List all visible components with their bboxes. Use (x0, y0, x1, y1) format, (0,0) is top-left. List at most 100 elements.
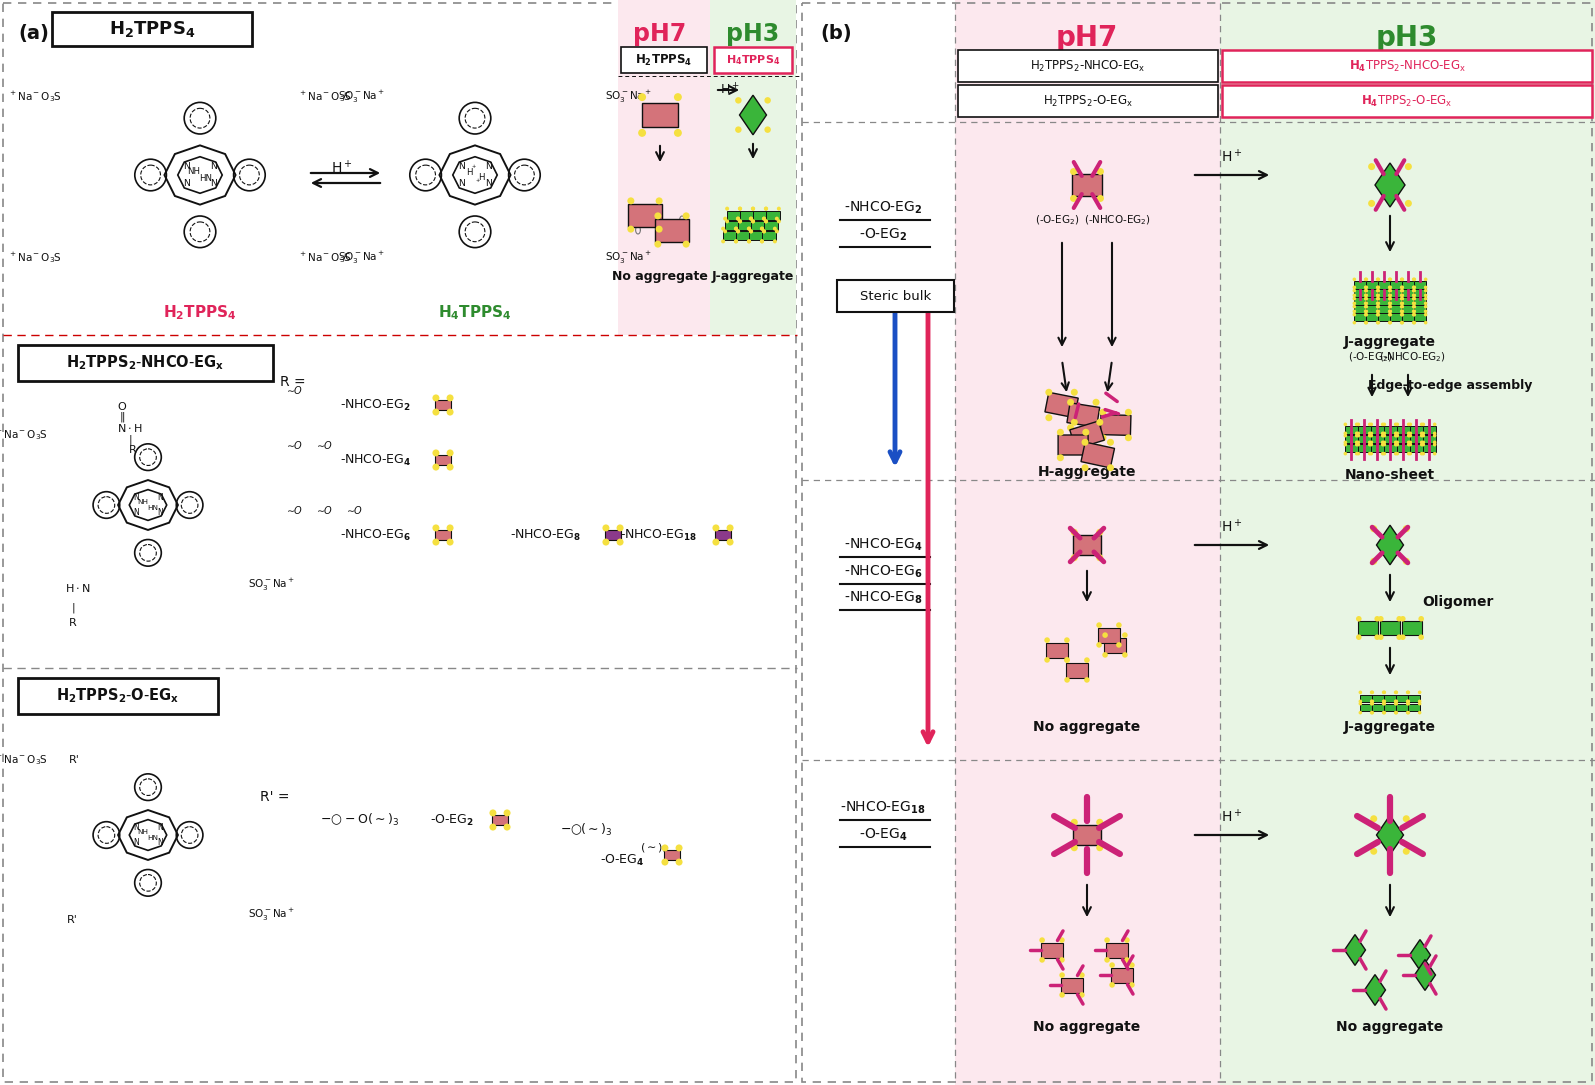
Circle shape (1356, 443, 1361, 446)
Circle shape (1370, 700, 1373, 703)
Text: $(\text{-O-EG}_2)$: $(\text{-O-EG}_2)$ (1035, 213, 1080, 227)
Text: $\sim\!\!O$: $\sim\!\!O$ (314, 439, 333, 451)
Circle shape (1383, 700, 1386, 703)
Text: N: N (134, 508, 139, 516)
Bar (1365, 305, 1378, 312)
Circle shape (432, 524, 440, 532)
Circle shape (1396, 432, 1399, 435)
Text: H$^+$: H$^+$ (332, 159, 352, 177)
Text: N: N (211, 162, 217, 170)
Circle shape (1378, 616, 1383, 622)
Circle shape (1354, 422, 1359, 426)
Bar (1415, 281, 1426, 289)
Circle shape (1370, 815, 1376, 822)
Circle shape (1413, 321, 1416, 324)
Circle shape (1407, 422, 1410, 426)
Circle shape (1365, 309, 1369, 314)
Text: H: H (477, 174, 485, 182)
Text: SO$_3^-$Na$^+$: SO$_3^-$Na$^+$ (338, 89, 384, 105)
Circle shape (1381, 702, 1386, 705)
Circle shape (1070, 554, 1078, 561)
Circle shape (1381, 451, 1384, 456)
Bar (1112, 968, 1132, 983)
Circle shape (1407, 702, 1410, 705)
Text: $-\!\bigcirc\!\!(\sim)_3$: $-\!\bigcirc\!\!(\sim)_3$ (560, 822, 612, 838)
Circle shape (727, 538, 734, 546)
Circle shape (1353, 297, 1356, 301)
Circle shape (1408, 432, 1412, 435)
Circle shape (1400, 635, 1405, 640)
Circle shape (762, 217, 766, 220)
Bar (1104, 638, 1126, 652)
Bar (1402, 281, 1415, 289)
Circle shape (1400, 297, 1404, 301)
Circle shape (777, 206, 782, 210)
Bar (1057, 435, 1088, 455)
Text: $\sim\!\!O$: $\sim\!\!O$ (345, 505, 364, 516)
Circle shape (617, 524, 624, 532)
Circle shape (1424, 297, 1428, 301)
Circle shape (777, 219, 782, 224)
Text: $\mathbf{H_2TPPS_4}$: $\mathbf{H_2TPPS_4}$ (108, 20, 195, 39)
Text: N: N (134, 824, 139, 832)
Circle shape (432, 395, 440, 401)
Circle shape (1356, 451, 1361, 456)
Circle shape (1096, 444, 1104, 451)
Text: $\mathrm{H_2TPPS_2\text{-}NHCO\text{-}EG_x}$: $\mathrm{H_2TPPS_2\text{-}NHCO\text{-}EG… (1030, 59, 1145, 74)
Circle shape (1376, 302, 1380, 305)
Circle shape (1408, 422, 1412, 426)
Bar (1408, 703, 1420, 711)
Circle shape (432, 449, 440, 457)
Circle shape (1376, 289, 1380, 293)
Bar (1101, 414, 1131, 435)
Text: $\mathbf{H_4TPPS_4}$: $\mathbf{H_4TPPS_4}$ (439, 303, 512, 321)
Circle shape (1365, 294, 1369, 297)
Bar (1365, 312, 1378, 321)
Circle shape (1064, 658, 1070, 663)
Circle shape (1365, 278, 1369, 281)
Text: $\mathrm{\mathbf{H_4}TPPS_2\text{-}O\text{-}EG_x}$: $\mathrm{\mathbf{H_4}TPPS_2\text{-}O\tex… (1361, 93, 1453, 108)
Bar (18, 345, 273, 381)
Circle shape (764, 206, 769, 210)
Circle shape (1045, 388, 1053, 396)
Bar (726, 210, 740, 219)
Bar (1354, 305, 1365, 312)
Circle shape (1365, 321, 1369, 324)
Text: HN: HN (147, 835, 158, 841)
Circle shape (759, 240, 764, 243)
Circle shape (1064, 637, 1070, 643)
Bar (1378, 281, 1389, 289)
Bar (1365, 297, 1378, 305)
Circle shape (447, 538, 453, 546)
Bar (1389, 281, 1402, 289)
Bar (3, 3, 796, 1082)
Bar (1097, 627, 1120, 642)
Circle shape (1389, 302, 1392, 305)
Bar (710, 0, 796, 335)
Circle shape (1400, 278, 1404, 281)
Circle shape (750, 217, 753, 220)
Text: NH: NH (137, 829, 148, 834)
Circle shape (1389, 285, 1392, 289)
Circle shape (1432, 451, 1437, 456)
Circle shape (1400, 312, 1404, 317)
Text: N: N (183, 162, 190, 170)
Text: R: R (69, 618, 77, 628)
Circle shape (1402, 815, 1410, 822)
Circle shape (1394, 711, 1397, 714)
Circle shape (1353, 321, 1356, 324)
Text: $\mathrm{N\cdot H}$: $\mathrm{N\cdot H}$ (118, 422, 144, 434)
Text: Nano-sheet: Nano-sheet (1345, 468, 1436, 482)
Bar (1402, 305, 1415, 312)
Circle shape (1413, 289, 1416, 293)
Circle shape (1396, 434, 1399, 437)
Circle shape (1407, 443, 1410, 446)
Circle shape (746, 227, 751, 231)
Circle shape (1104, 957, 1110, 962)
Circle shape (1376, 309, 1380, 314)
Circle shape (1389, 278, 1392, 281)
Circle shape (1376, 312, 1380, 317)
Bar (1354, 289, 1365, 297)
Circle shape (1400, 289, 1404, 293)
Circle shape (1424, 294, 1428, 297)
